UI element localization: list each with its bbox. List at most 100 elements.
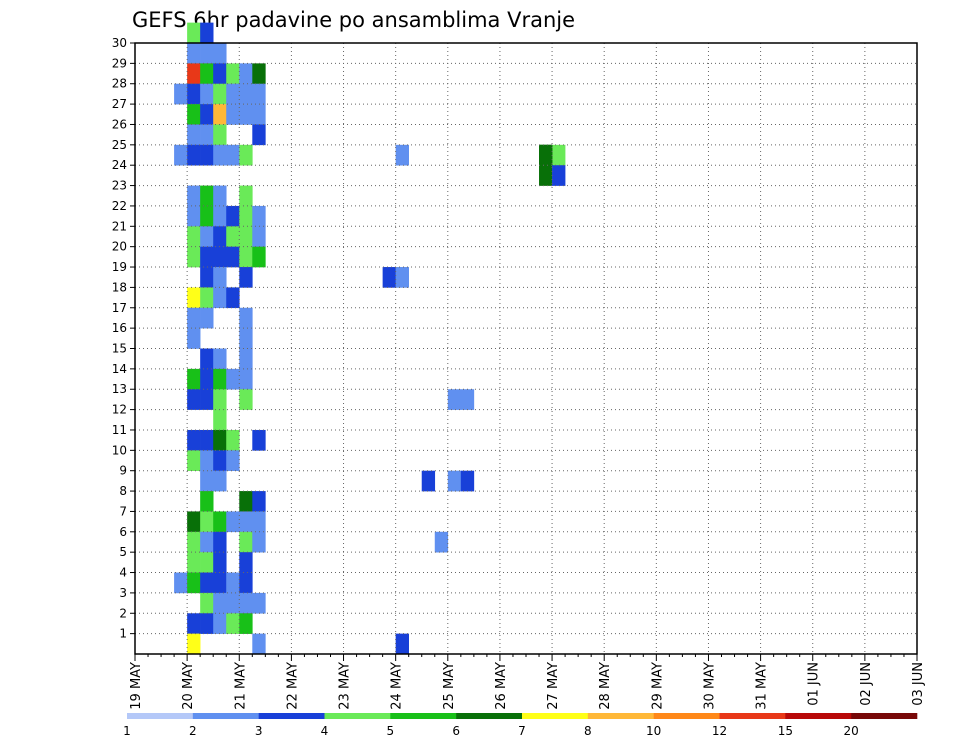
heatmap-cell xyxy=(239,368,253,390)
heatmap-cell xyxy=(213,613,227,634)
heatmap-cell xyxy=(187,22,201,44)
heatmap-cell xyxy=(187,63,201,85)
heatmap-cell xyxy=(226,144,240,166)
y-tick-label: 11 xyxy=(112,423,127,437)
heatmap-cell xyxy=(239,511,253,533)
heatmap-cell xyxy=(252,633,266,655)
heatmap-cell xyxy=(187,185,201,207)
heatmap-cell xyxy=(174,83,188,105)
legend-label: 12 xyxy=(712,724,727,738)
y-tick-label: 18 xyxy=(112,280,127,294)
heatmap-cell xyxy=(539,165,553,186)
heatmap-cell xyxy=(187,368,201,390)
y-tick-label: 3 xyxy=(119,586,127,600)
heatmap-cell xyxy=(187,429,201,451)
heatmap-cell xyxy=(213,83,227,105)
heatmap-cell xyxy=(226,368,240,390)
x-tick-label: 25 MAY xyxy=(442,662,457,710)
heatmap-cell xyxy=(239,205,253,227)
legend-label: 8 xyxy=(584,724,592,738)
heatmap-cell xyxy=(252,592,266,614)
heatmap-cell xyxy=(187,450,201,471)
x-tick-label: 26 MAY xyxy=(494,662,509,710)
heatmap-cell xyxy=(200,22,214,44)
y-tick-label: 28 xyxy=(112,77,127,91)
heatmap-cell xyxy=(434,531,449,553)
heatmap-cell xyxy=(252,124,266,146)
heatmap-cell xyxy=(200,104,214,125)
heatmap-cell xyxy=(252,226,266,247)
legend-swatch xyxy=(127,713,194,719)
heatmap-cell xyxy=(187,633,201,655)
heatmap-cell xyxy=(200,429,214,451)
x-tick-label: 27 MAY xyxy=(546,662,561,710)
y-tick-label: 15 xyxy=(112,342,127,356)
heatmap-cell xyxy=(382,267,396,288)
y-tick-label: 16 xyxy=(112,321,127,335)
legend-swatch xyxy=(851,713,918,719)
legend-label: 15 xyxy=(778,724,793,738)
y-tick-label: 21 xyxy=(112,219,127,233)
heatmap-cell xyxy=(252,491,266,512)
heatmap-cell xyxy=(252,104,266,125)
heatmap-cell xyxy=(226,511,240,533)
heatmap-cell xyxy=(226,104,240,125)
x-tick-label: 21 MAY xyxy=(233,662,248,710)
heatmap-cell xyxy=(200,592,214,614)
x-tick-label: 02 JUN xyxy=(859,662,874,706)
heatmap-cell xyxy=(252,246,266,268)
heatmap-cell xyxy=(213,104,227,125)
heatmap-cell xyxy=(187,552,201,573)
x-tick-label: 03 JUN xyxy=(911,662,926,706)
heatmap-cell xyxy=(252,511,266,533)
heatmap-cell xyxy=(213,531,227,553)
y-tick-label: 5 xyxy=(119,545,127,559)
heatmap-cell xyxy=(187,104,201,125)
heatmap-cell xyxy=(239,613,253,634)
heatmap-cell xyxy=(239,491,253,512)
heatmap-cell xyxy=(200,205,214,227)
heatmap-cell xyxy=(239,572,253,594)
heatmap-cell xyxy=(200,63,214,85)
heatmap-cell xyxy=(213,267,227,288)
heatmap-cell xyxy=(213,592,227,614)
legend-label: 3 xyxy=(255,724,263,738)
heatmap-cell xyxy=(187,226,201,247)
legend-label: 4 xyxy=(321,724,329,738)
heatmap-cell xyxy=(226,450,240,471)
heatmap-cell xyxy=(174,144,188,166)
heatmap-cell xyxy=(187,205,201,227)
x-tick-label: 23 MAY xyxy=(338,662,353,710)
heatmap-cell xyxy=(213,246,227,268)
x-tick-label: 22 MAY xyxy=(285,662,300,710)
heatmap-cell xyxy=(239,552,253,573)
legend-swatch xyxy=(587,713,654,719)
x-tick-label: 01 JUN xyxy=(807,662,822,706)
heatmap-cell xyxy=(226,63,240,85)
heatmap-cell xyxy=(460,470,475,492)
heatmap-cell xyxy=(395,144,409,166)
heatmap-cells xyxy=(174,22,566,655)
x-tick-label: 29 MAY xyxy=(650,662,665,710)
heatmap-cell xyxy=(213,144,227,166)
y-axis: 1234567891011121314151617181920212223242… xyxy=(112,36,135,641)
legend-label: 20 xyxy=(844,724,859,738)
y-tick-label: 8 xyxy=(119,484,127,498)
heatmap-cell xyxy=(239,226,253,247)
heatmap-cell xyxy=(213,511,227,533)
legend-label: 5 xyxy=(387,724,395,738)
heatmap-cell xyxy=(200,307,214,329)
y-tick-label: 25 xyxy=(112,138,127,152)
heatmap-cell xyxy=(200,511,214,533)
heatmap-cell xyxy=(200,43,214,64)
legend-label: 1 xyxy=(123,724,131,738)
legend-swatch xyxy=(456,713,523,719)
y-tick-label: 4 xyxy=(119,566,127,580)
heatmap-cell xyxy=(239,83,253,105)
heatmap-cell xyxy=(239,104,253,125)
y-tick-label: 20 xyxy=(112,240,127,254)
heatmap-cell xyxy=(200,572,214,594)
legend-label: 6 xyxy=(452,724,460,738)
heatmap-cell xyxy=(213,205,227,227)
heatmap-cell xyxy=(187,328,201,349)
